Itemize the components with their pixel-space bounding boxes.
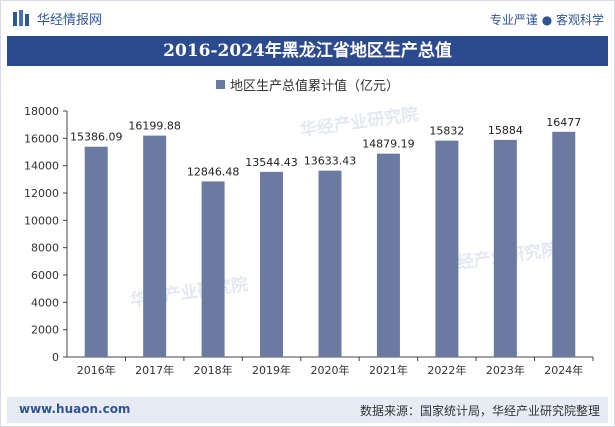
x-tick-label: 2024年 — [544, 363, 583, 377]
legend-swatch — [215, 80, 225, 89]
bar — [260, 171, 284, 357]
watermark-text: 华经产业研究院 — [299, 104, 420, 141]
y-tick-label: 14000 — [24, 160, 59, 173]
x-tick-label: 2019年 — [252, 363, 291, 377]
y-tick-label: 2000 — [31, 324, 59, 337]
x-tick-label: 2022年 — [427, 363, 466, 377]
data-label: 14879.19 — [362, 138, 415, 151]
y-tick-label: 12000 — [24, 187, 59, 200]
bar — [84, 146, 108, 357]
y-tick-label: 8000 — [31, 242, 59, 255]
x-tick-label: 2016年 — [77, 363, 116, 377]
y-tick-label: 18000 — [24, 105, 59, 118]
y-tick-label: 4000 — [31, 296, 59, 309]
bar — [143, 135, 167, 357]
bar — [201, 181, 225, 357]
legend-label: 地区生产总值累计值（亿元） — [229, 79, 399, 94]
data-label: 15832 — [429, 125, 464, 138]
footer: www.huaon.com 数据来源：国家统计局，华经产业研究院整理 — [7, 397, 608, 423]
data-label: 13633.43 — [304, 155, 357, 168]
y-tick-label: 16000 — [24, 132, 59, 145]
x-tick-label: 2023年 — [486, 363, 525, 377]
bar — [552, 131, 576, 357]
brand-header: 华经情报网 专业严谨 ● 客观科学 — [1, 1, 614, 35]
y-tick-label: 10000 — [24, 214, 59, 227]
data-label: 15884 — [488, 124, 523, 137]
data-label: 16477 — [546, 116, 581, 129]
bar — [493, 139, 517, 357]
x-tick-label: 2021年 — [369, 363, 408, 377]
logo-text: 华经情报网 — [37, 13, 103, 28]
x-tick-label: 2018年 — [194, 363, 233, 377]
y-tick-label: 6000 — [31, 269, 59, 282]
y-tick-label: 0 — [52, 351, 59, 364]
x-tick-label: 2017年 — [135, 363, 174, 377]
x-tick-label: 2020年 — [311, 363, 350, 377]
footer-url[interactable]: www.huaon.com — [19, 402, 131, 416]
bar — [435, 140, 459, 357]
logo-icon — [13, 10, 29, 26]
title-bar: 2016-2024年黑龙江省地区生产总值 — [7, 36, 608, 66]
data-label: 13544.43 — [245, 156, 298, 169]
legend: 地区生产总值累计值（亿元） — [1, 75, 614, 94]
bar — [318, 170, 342, 357]
slogan: 专业严谨 ● 客观科学 — [489, 13, 604, 27]
data-label: 12846.48 — [187, 165, 240, 178]
data-label: 15386.09 — [70, 131, 123, 144]
bar — [376, 153, 400, 357]
data-source: 数据来源：国家统计局，华经产业研究院整理 — [359, 404, 600, 418]
chart-title: 2016-2024年黑龙江省地区生产总值 — [163, 41, 452, 61]
data-label: 16199.88 — [128, 120, 181, 133]
bar-chart: 华经产业研究院华经产业研究院华经产业研究院0200040006000800010… — [24, 104, 594, 377]
